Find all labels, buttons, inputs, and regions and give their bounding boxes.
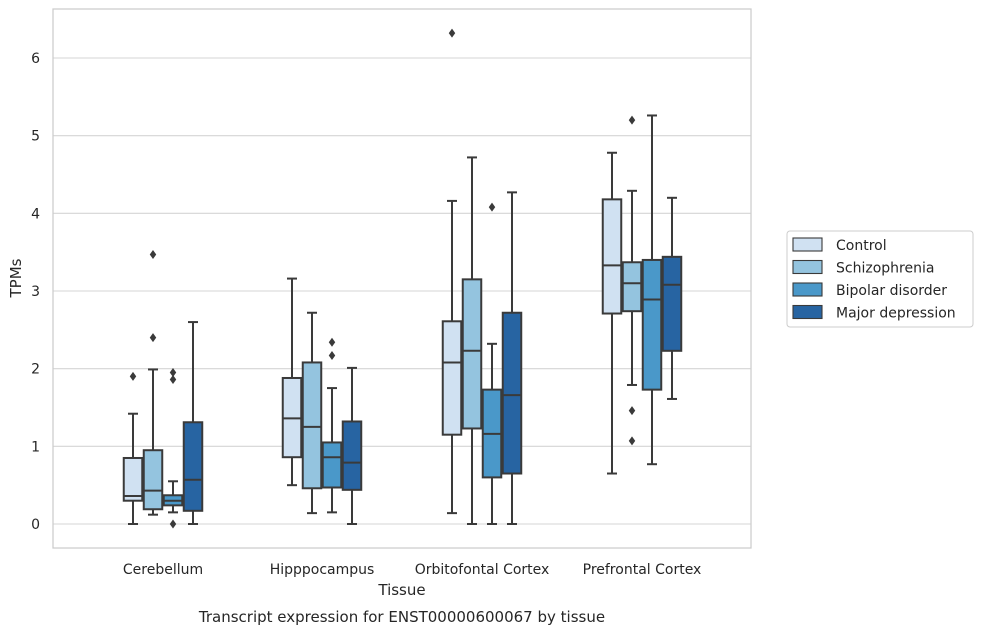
box-3-2 bbox=[501, 191, 523, 525]
box-0-0 bbox=[122, 371, 144, 525]
y-tick-label-4: 4 bbox=[31, 206, 40, 222]
y-tick-label-6: 6 bbox=[31, 51, 40, 67]
box-1-1 bbox=[301, 311, 323, 515]
box-iqr bbox=[441, 320, 463, 436]
y-tick-label-3: 3 bbox=[31, 284, 40, 300]
flier-0 bbox=[169, 519, 177, 529]
flier-0 bbox=[129, 371, 137, 381]
box-3-3 bbox=[661, 196, 683, 400]
y-tick-label-0: 0 bbox=[31, 517, 40, 533]
legend-swatch-0 bbox=[792, 237, 823, 252]
box-2-1 bbox=[321, 337, 343, 514]
box-iqr bbox=[601, 198, 623, 315]
box-2-3 bbox=[641, 114, 663, 466]
x-tick-label-1: Hipppocampus bbox=[270, 562, 375, 578]
legend-label-0: Control bbox=[836, 238, 887, 254]
chart-caption: Transcript expression for ENST0000060006… bbox=[198, 608, 605, 626]
legend-label-3: Major depression bbox=[836, 306, 956, 322]
x-tick-label-3: Prefrontal Cortex bbox=[583, 562, 702, 578]
flier-2 bbox=[169, 368, 177, 378]
box-1-3 bbox=[621, 115, 643, 446]
box-2-2 bbox=[481, 202, 503, 525]
box-3-0 bbox=[182, 321, 204, 525]
flier-0 bbox=[328, 350, 336, 360]
x-tick-label-2: Orbitofontal Cortex bbox=[415, 562, 550, 578]
box-iqr bbox=[501, 311, 523, 475]
flier-1 bbox=[169, 375, 177, 385]
box-iqr bbox=[142, 449, 164, 511]
flier-1 bbox=[328, 337, 336, 347]
box-2-0 bbox=[162, 368, 184, 529]
box-iqr bbox=[182, 421, 204, 512]
legend-label-2: Bipolar disorder bbox=[836, 283, 947, 299]
box-1-0 bbox=[142, 249, 164, 516]
flier-1 bbox=[628, 406, 636, 416]
flier-2 bbox=[628, 115, 636, 125]
flier-0 bbox=[628, 436, 636, 446]
gridlines bbox=[53, 57, 751, 525]
box-0-2 bbox=[441, 28, 463, 515]
flier-0 bbox=[448, 28, 456, 38]
y-tick-labels: 0 1 2 3 4 5 6 bbox=[31, 51, 40, 533]
legend-swatch-1 bbox=[792, 259, 823, 275]
box-3-1 bbox=[341, 366, 363, 525]
box-iqr bbox=[641, 258, 663, 391]
flier-1 bbox=[149, 249, 157, 259]
y-tick-label-1: 1 bbox=[31, 439, 40, 455]
flier-0 bbox=[488, 202, 496, 212]
box-iqr bbox=[341, 420, 363, 491]
x-tick-labels: Cerebellum Hipppocampus Orbitofontal Corte… bbox=[123, 562, 701, 578]
box-0-1 bbox=[281, 277, 303, 487]
y-axis-title: TPMs bbox=[7, 258, 25, 298]
legend-swatch-2 bbox=[792, 282, 823, 297]
y-tick-label-2: 2 bbox=[31, 362, 40, 378]
box-1-2 bbox=[461, 156, 483, 525]
x-axis-title: Tissue bbox=[377, 581, 425, 599]
box-iqr bbox=[661, 255, 683, 352]
plot-frame bbox=[52, 8, 752, 549]
box-iqr bbox=[461, 278, 483, 430]
legend: Control Schizophrenia Bipolar disorder Majo… bbox=[786, 230, 974, 328]
legend-frame bbox=[786, 230, 974, 328]
box-iqr bbox=[621, 261, 643, 313]
legend-label-1: Schizophrenia bbox=[836, 261, 934, 277]
flier-0 bbox=[149, 333, 157, 343]
legend-swatch-3 bbox=[792, 304, 823, 320]
x-tick-label-0: Cerebellum bbox=[123, 562, 203, 578]
box-iqr bbox=[122, 456, 144, 502]
box-iqr bbox=[301, 361, 323, 490]
y-tick-label-5: 5 bbox=[31, 129, 40, 145]
box-groups bbox=[122, 28, 683, 529]
box-iqr bbox=[321, 441, 343, 489]
box-0-3 bbox=[601, 151, 623, 475]
